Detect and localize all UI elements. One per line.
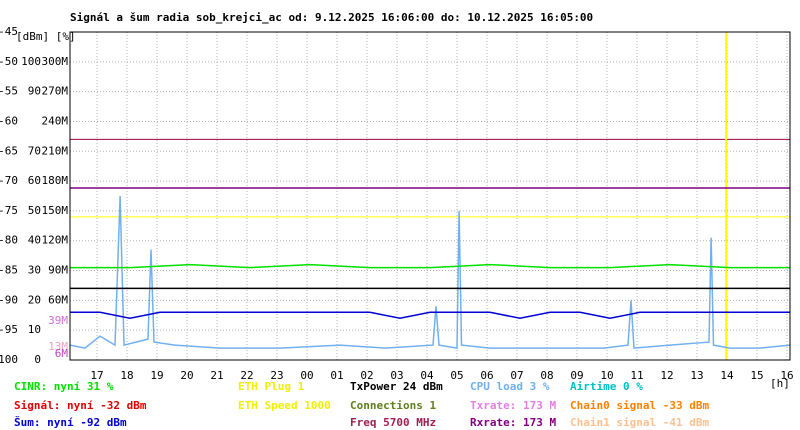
chart-title: Signál a šum radia sob_krejci_ac od: 9.1… xyxy=(70,11,593,24)
x-tick-label: 09 xyxy=(570,369,583,382)
legend-entry: ETH Plug 1 xyxy=(238,380,305,393)
y2-tick-label: 20 xyxy=(28,293,41,306)
x-tick-label: 21 xyxy=(210,369,223,382)
legend-entry: ETH Speed 1000 xyxy=(238,399,331,412)
x-tick-label: 03 xyxy=(390,369,403,382)
y3-tick-label: 60M xyxy=(48,293,68,306)
y2-tick-label: 30 xyxy=(28,264,41,277)
legend-entry: Rxrate: 173 M xyxy=(470,416,556,429)
legend-entry: Signál: nyní -32 dBm xyxy=(14,399,147,412)
x-tick-label: 23 xyxy=(270,369,283,382)
legend-entry: Freq 5700 MHz xyxy=(350,416,436,429)
y-tick-label: -100 xyxy=(0,353,18,366)
legend-entry: Chain1 signal -41 dBm xyxy=(570,416,709,429)
y-tick-label: -70 xyxy=(0,174,18,187)
x-tick-label: 19 xyxy=(150,369,163,382)
x-tick-label: 00 xyxy=(300,369,313,382)
x-tick-label: 18 xyxy=(120,369,133,382)
y3-tick-label: 210M xyxy=(42,144,69,157)
y-unit-header: [dBm] [%] xyxy=(16,30,76,43)
y3-tick-label: 150M xyxy=(42,204,69,217)
legend-entry: CINR: nyní 31 % xyxy=(14,380,114,393)
x-tick-label: 10 xyxy=(600,369,613,382)
y2-tick-label: 90 xyxy=(28,85,41,98)
y3-tick-label: 90M xyxy=(48,264,68,277)
y2-tick-label: 0 xyxy=(34,353,41,366)
y-tick-label: -75 xyxy=(0,204,18,217)
legend-entry: TxPower 24 dBm xyxy=(350,380,443,393)
y3-marker: 13M xyxy=(48,340,68,353)
legend-entry: Šum: nyní -92 dBm xyxy=(14,416,127,429)
x-tick-label: 04 xyxy=(420,369,434,382)
x-unit: [h] xyxy=(770,377,790,390)
y3-tick-label: 270M xyxy=(42,85,69,98)
y3-marker: 6M xyxy=(55,347,69,360)
y-tick-label: -45 xyxy=(0,25,18,38)
legend-entry: Txrate: 173 M xyxy=(470,399,556,412)
x-tick-label: 08 xyxy=(540,369,553,382)
legend-entry: CPU load 3 % xyxy=(470,380,550,393)
x-tick-label: 07 xyxy=(510,369,523,382)
x-tick-label: 12 xyxy=(660,369,673,382)
x-tick-label: 17 xyxy=(90,369,103,382)
y2-tick-label: 70 xyxy=(28,144,41,157)
y2-tick-label: 100 xyxy=(21,55,41,68)
legend-entry: Connections 1 xyxy=(350,399,436,412)
x-tick-label: 05 xyxy=(450,369,463,382)
legend-entry: Chain0 signal -33 dBm xyxy=(570,399,709,412)
x-tick-label: 11 xyxy=(630,369,643,382)
y2-tick-label: 40 xyxy=(28,234,41,247)
plot-border xyxy=(69,31,791,361)
x-tick-label: 02 xyxy=(360,369,373,382)
x-tick-label: 15 xyxy=(750,369,763,382)
series-line xyxy=(70,263,790,269)
x-tick-label: 22 xyxy=(240,369,253,382)
y-tick-label: -60 xyxy=(0,114,18,127)
y-tick-label: -80 xyxy=(0,234,18,247)
y-tick-label: -90 xyxy=(0,293,18,306)
y3-tick-label: 180M xyxy=(42,174,69,187)
x-tick-label: 20 xyxy=(180,369,193,382)
y-tick-label: -95 xyxy=(0,323,18,336)
y-tick-label: -50 xyxy=(0,55,18,68)
y3-tick-label: 240M xyxy=(42,114,69,127)
x-tick-label: 14 xyxy=(720,369,734,382)
y3-tick-label: 300M xyxy=(42,55,69,68)
y-tick-label: -65 xyxy=(0,144,18,157)
y-tick-label: -55 xyxy=(0,85,18,98)
y2-tick-label: 60 xyxy=(28,174,41,187)
series-line xyxy=(69,195,791,349)
y3-marker: 39M xyxy=(48,314,68,327)
x-tick-label: 06 xyxy=(480,369,493,382)
x-tick-label: 13 xyxy=(690,369,703,382)
y-tick-label: -85 xyxy=(0,264,18,277)
legend-entry: Airtime 0 % xyxy=(570,380,643,393)
y3-tick-label: 120M xyxy=(42,234,69,247)
x-tick-label: 16 xyxy=(780,369,793,382)
y2-tick-label: 10 xyxy=(28,323,41,336)
x-tick-label: 01 xyxy=(330,369,343,382)
series-line xyxy=(70,311,790,320)
y2-tick-label: 50 xyxy=(28,204,41,217)
